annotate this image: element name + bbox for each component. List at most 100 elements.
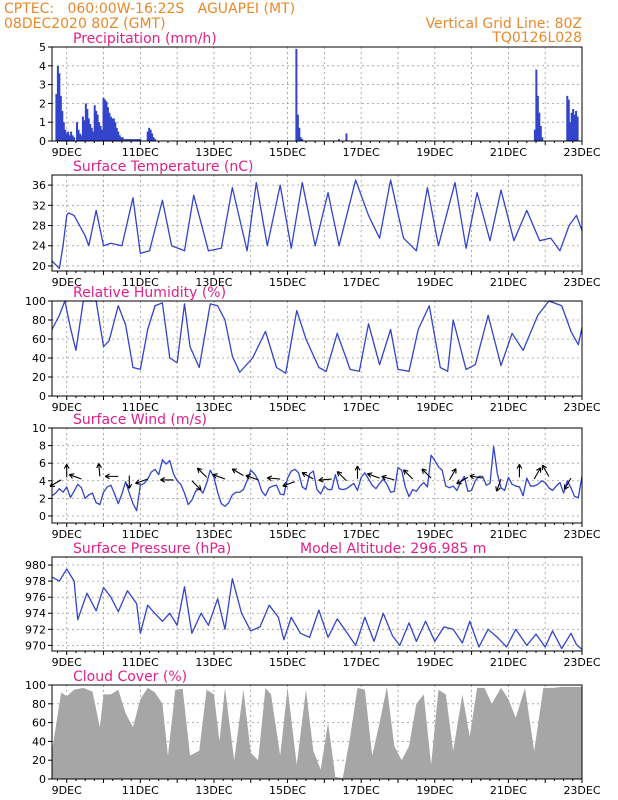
precipitation-bar <box>71 135 74 141</box>
x-tick-label: 21DEC <box>490 656 527 669</box>
header-datetime: 08DEC2020 80Z (GMT) <box>4 16 166 32</box>
x-tick-label: 15DEC <box>269 656 306 669</box>
x-tick-label: 21DEC <box>490 146 527 159</box>
wind-arrow <box>402 469 414 480</box>
precipitation-bar <box>78 133 81 141</box>
precipitation-bar <box>301 139 304 141</box>
y-tick-label: 32 <box>32 199 46 212</box>
x-tick-label: 15DEC <box>269 784 306 797</box>
precipitation-bar <box>55 94 58 141</box>
precipitation-bar <box>112 118 115 141</box>
x-tick-label: 23DEC <box>563 276 600 289</box>
wind-arrow <box>191 480 202 491</box>
precipitation-bar <box>533 129 536 141</box>
precipitation-bar <box>298 127 301 141</box>
y-tick-label: 80 <box>32 698 46 711</box>
wind-arrow <box>516 463 523 478</box>
x-tick-label: 19DEC <box>416 146 453 159</box>
wind-arrow <box>126 475 133 489</box>
x-tick-label: 9DEC <box>52 784 82 797</box>
x-tick-label: 17DEC <box>343 528 380 541</box>
panel-frame <box>51 46 583 142</box>
x-tick-label: 19DEC <box>416 401 453 414</box>
header-grid-line: Vertical Grid Line: 80Z <box>425 16 582 32</box>
precipitation-bar <box>124 139 127 141</box>
x-tick-label: 11DEC <box>122 401 159 414</box>
x-tick-label: 15DEC <box>269 146 306 159</box>
x-tick-label: 17DEC <box>343 276 380 289</box>
x-tick-label: 19DEC <box>416 656 453 669</box>
precipitation-bar <box>126 139 129 141</box>
precipitation-bar <box>99 125 102 141</box>
panel-frame <box>51 300 583 397</box>
y-tick-label: 0 <box>39 135 46 148</box>
precipitation-bar <box>127 139 130 141</box>
panel-frame <box>51 556 583 652</box>
wind-arrow <box>421 468 432 479</box>
y-tick-label: 20 <box>32 754 46 767</box>
panel-title: Cloud Cover (%) <box>73 669 187 685</box>
wind-arrow <box>282 481 296 488</box>
x-tick-label: 11DEC <box>122 276 159 289</box>
precipitation-bar <box>576 116 579 141</box>
wind-arrow <box>318 476 332 483</box>
wind-arrow <box>449 468 457 481</box>
precipitation-bar <box>151 133 154 141</box>
y-tick-label: 980 <box>25 559 46 572</box>
x-tick-label: 13DEC <box>195 528 232 541</box>
y-tick-label: 28 <box>32 220 46 233</box>
precipitation-bar <box>108 112 111 141</box>
wind-arrow <box>469 473 483 480</box>
x-tick-label: 19DEC <box>416 784 453 797</box>
precipitation-bar <box>67 131 70 141</box>
precipitation-bar <box>535 69 538 141</box>
x-tick-label: 17DEC <box>343 146 380 159</box>
precipitation-bar <box>123 139 126 141</box>
precipitation-bar <box>87 118 90 141</box>
x-tick-label: 23DEC <box>563 146 600 159</box>
y-tick-label: 2 <box>39 97 46 110</box>
wind-arrow <box>354 465 361 480</box>
panel-frame <box>51 427 583 524</box>
y-tick-label: 0 <box>39 773 46 786</box>
wind-arrow <box>245 474 259 481</box>
precipitation-bar <box>90 127 93 141</box>
y-tick-label: 4 <box>39 475 46 488</box>
wind-arrow <box>336 471 347 482</box>
x-tick-label: 23DEC <box>563 401 600 414</box>
precipitation-bar <box>121 137 124 141</box>
x-tick-label: 19DEC <box>416 276 453 289</box>
y-tick-label: 0 <box>39 390 46 403</box>
x-tick-label: 13DEC <box>195 276 232 289</box>
precipitation-bar <box>139 139 142 141</box>
y-tick-label: 2 <box>39 492 46 505</box>
wind-arrow <box>231 468 244 476</box>
precipitation-bar <box>68 135 71 141</box>
precipitation-bar <box>61 110 64 141</box>
panel-frame <box>51 174 583 272</box>
precipitation-bar <box>62 122 65 141</box>
precipitation-bar <box>570 112 573 141</box>
wind-arrow <box>301 471 314 480</box>
y-tick-label: 970 <box>25 639 46 652</box>
precipitation-bar <box>95 110 98 141</box>
x-tick-label: 9DEC <box>52 401 82 414</box>
precipitation-bar <box>137 139 140 141</box>
y-tick-label: 60 <box>32 333 46 346</box>
y-tick-label: 1 <box>39 116 46 129</box>
panel-title: Surface Wind (m/s) <box>73 412 207 428</box>
precipitation-bar <box>105 101 108 141</box>
y-tick-label: 978 <box>25 575 46 588</box>
x-tick-label: 15DEC <box>269 401 306 414</box>
wind-arrow <box>366 472 380 479</box>
x-tick-label: 17DEC <box>343 784 380 797</box>
precipitation-bar <box>136 139 139 141</box>
x-tick-label: 11DEC <box>122 784 159 797</box>
wind-arrow <box>96 463 102 477</box>
precipitation-bar <box>573 114 576 141</box>
y-tick-label: 0 <box>39 510 46 523</box>
wind-arrow <box>533 467 542 480</box>
precipitation-bar <box>134 139 137 141</box>
panel-title: Surface Pressure (hPa) <box>73 541 231 557</box>
wind-arrow <box>212 473 226 480</box>
